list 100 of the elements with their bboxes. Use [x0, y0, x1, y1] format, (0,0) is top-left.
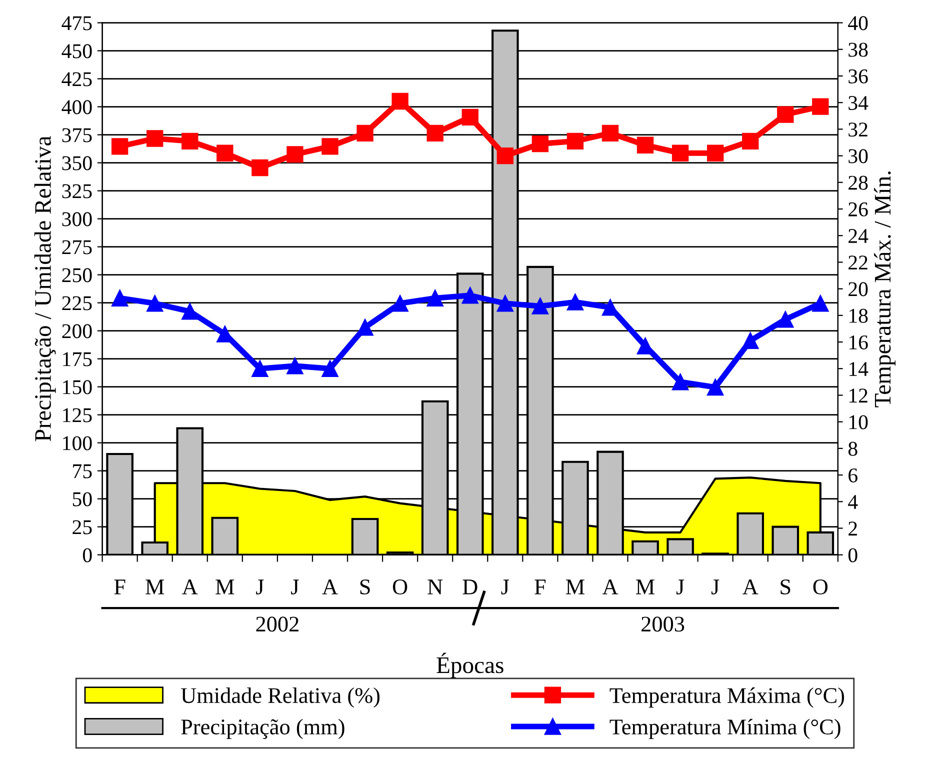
y-tick-label: 350 [62, 156, 92, 170]
y2-tick-label: 18 [849, 308, 868, 323]
y2-tick-label: 22 [848, 256, 868, 270]
point [286, 358, 304, 374]
point [462, 287, 478, 304]
x-axis-title: Épocas [436, 652, 504, 678]
point [636, 136, 654, 154]
x-tick-label: S [360, 579, 370, 594]
x-tick-label: O [813, 579, 828, 594]
y2-tick-label: 26 [848, 202, 868, 216]
y2-tick-label: 0 [848, 548, 858, 562]
y-tick-label: 375 [62, 128, 92, 142]
x-tick-label: F [114, 580, 126, 594]
x-tick-label: S [780, 579, 790, 594]
point [182, 132, 198, 150]
x-tick-label: J [291, 580, 299, 594]
point [602, 124, 619, 142]
y-tick-label: 125 [63, 408, 92, 422]
point [392, 295, 408, 312]
y-tick-label: 225 [62, 296, 92, 310]
y2-tick-label: 8 [848, 442, 858, 456]
point [566, 132, 584, 150]
point [426, 290, 444, 306]
point [777, 106, 794, 123]
point [146, 295, 164, 312]
x-tick-label: J [501, 580, 509, 594]
point [356, 124, 374, 142]
text: 2002 [256, 616, 298, 632]
y-tick-label: 325 [62, 184, 92, 198]
y2-tick-label: 24 [848, 229, 868, 243]
x-tick-label: O [392, 579, 408, 594]
point [252, 159, 268, 176]
y2-tick-label: 4 [848, 495, 858, 509]
point [532, 135, 549, 152]
y2-tick-label: 10 [849, 415, 868, 430]
x-tick-label: A [182, 580, 198, 594]
y-axis-title: Precipitação / Umidade Relativa [34, 136, 56, 442]
point [812, 295, 829, 312]
point [706, 144, 724, 162]
point [252, 360, 268, 377]
y2-tick-label: 12 [849, 388, 868, 402]
y2-tick-label: 40 [848, 16, 868, 30]
y2-tick-label: 30 [848, 149, 868, 164]
y-tick-label: 150 [63, 380, 92, 394]
point [462, 108, 478, 126]
x-tick-label: J [711, 580, 720, 594]
point [182, 303, 198, 320]
y2-tick-label: 14 [849, 362, 868, 376]
x-tick-label: D [462, 580, 478, 594]
x-tick-label: M [636, 580, 654, 594]
point [322, 138, 338, 155]
y2-tick-label: 34 [848, 96, 868, 110]
x-tick-label: F [534, 580, 546, 594]
point [216, 144, 234, 162]
x-tick-label: J [256, 580, 264, 594]
x-tick-label: M [146, 580, 164, 594]
point [672, 144, 689, 162]
x-tick-label: M [566, 580, 584, 594]
point [426, 124, 444, 142]
point [777, 311, 794, 328]
point [742, 332, 759, 350]
y-tick-label: 25 [72, 520, 92, 534]
point [111, 290, 128, 306]
y-tick-label: 100 [63, 436, 92, 450]
legend-label: Umidade Relativa (%) [181, 687, 380, 708]
x-tick-label: A [742, 580, 758, 594]
point [496, 147, 514, 164]
y-tick-label: 75 [73, 464, 92, 478]
point [111, 138, 128, 155]
y2-axis-title: Temperatura Máx. / Mín. [874, 172, 896, 408]
point [566, 294, 584, 310]
point [146, 130, 164, 147]
y-tick-label: 0 [82, 548, 92, 562]
y-tick-label: 425 [62, 72, 92, 86]
point [742, 132, 759, 150]
legend-label: Precipitação (mm) [181, 718, 344, 739]
y-tick-label: 275 [62, 240, 92, 254]
x-tick-label: M [216, 580, 234, 594]
y2-tick-label: 32 [848, 122, 868, 137]
point [532, 298, 549, 314]
y-tick-label: 200 [62, 324, 92, 338]
x-tick-label: N [428, 580, 443, 594]
y-tick-label: 175 [63, 352, 92, 366]
point [322, 360, 338, 377]
y-tick-label: 400 [62, 100, 92, 114]
y2-tick-label: 6 [848, 468, 858, 482]
point [356, 319, 374, 336]
legend-label: Temperatura Máxima (°C) [610, 687, 844, 708]
text: 2003 [642, 616, 684, 632]
y2-tick-label: 20 [848, 282, 868, 296]
point [286, 146, 304, 163]
x-tick-label: A [602, 580, 618, 594]
legend-label: Temperatura Mínima (°C) [610, 718, 840, 739]
y2-tick-label: 28 [848, 176, 868, 190]
y-tick-label: 300 [62, 212, 92, 226]
y2-tick-label: 36 [848, 69, 868, 84]
point [812, 98, 829, 115]
y-tick-label: 450 [62, 44, 92, 58]
y2-tick-label: 38 [848, 42, 868, 57]
x-tick-label: J [676, 580, 684, 594]
